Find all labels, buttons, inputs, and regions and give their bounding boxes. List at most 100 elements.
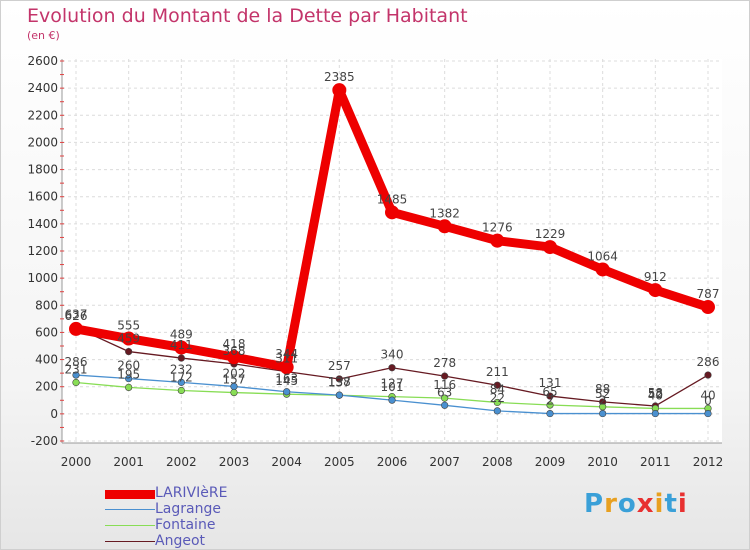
data-label: 157 xyxy=(223,373,246,387)
data-point-larivire xyxy=(69,321,83,336)
data-label: 116 xyxy=(433,378,456,392)
y-tick-label: 1200 xyxy=(27,244,58,258)
data-label: 101 xyxy=(381,380,404,394)
y-tick-label: 2400 xyxy=(27,81,58,95)
data-point-lagrange xyxy=(72,371,80,379)
data-point-fontaine xyxy=(72,378,80,387)
data-label: 912 xyxy=(644,270,667,284)
data-point-lagrange xyxy=(283,388,291,396)
data-label: 127 xyxy=(381,377,404,391)
data-label: 52 xyxy=(595,387,610,401)
data-label: 344 xyxy=(275,347,298,361)
data-label: 1229 xyxy=(535,227,566,241)
logo-letter: x xyxy=(636,489,655,519)
data-label: 232 xyxy=(170,362,193,376)
data-label: 2385 xyxy=(324,70,355,84)
legend-swatch-lariviere xyxy=(105,490,155,499)
logo-letter: o xyxy=(617,489,637,519)
y-tick-label: 1800 xyxy=(27,163,58,177)
legend-swatch-angeot xyxy=(105,541,155,542)
data-point-lagrange xyxy=(546,409,554,418)
chart-subtitle: (en €) xyxy=(27,29,60,42)
data-label: 340 xyxy=(381,348,404,362)
data-point-lagrange xyxy=(704,409,712,418)
data-point-angeot xyxy=(177,354,185,362)
data-label: 195 xyxy=(117,367,140,381)
data-point-larivire xyxy=(648,283,663,298)
x-tick-label: 2008 xyxy=(482,455,513,469)
data-point-larivire xyxy=(701,300,715,315)
grid-layer xyxy=(62,59,722,443)
data-point-angeot xyxy=(546,392,554,400)
proxiti-logo: Proxiti xyxy=(584,489,688,519)
logo-letter: t xyxy=(664,489,678,519)
data-point-larivire xyxy=(385,205,399,220)
data-label: 368 xyxy=(223,344,246,358)
data-label: 411 xyxy=(170,338,193,352)
logo-letter: r xyxy=(604,489,618,519)
data-point-angeot xyxy=(388,364,396,372)
logo-letter: i xyxy=(677,489,688,519)
data-label: 2 xyxy=(546,394,554,408)
data-point-angeot xyxy=(493,381,501,389)
data-point-fontaine xyxy=(230,388,238,397)
data-point-angeot xyxy=(704,371,712,379)
x-tick-label: 2012 xyxy=(693,455,724,469)
data-point-larivire xyxy=(595,262,610,277)
data-label: 52 xyxy=(648,387,663,401)
data-label: 2 xyxy=(599,394,607,408)
data-label: 418 xyxy=(223,337,246,351)
y-tick-label: 1600 xyxy=(27,190,58,204)
data-label: 145 xyxy=(275,374,298,388)
data-point-lagrange xyxy=(177,378,185,386)
data-label: 84 xyxy=(490,382,505,396)
y-tick-label: 800 xyxy=(35,298,58,312)
data-label: 63 xyxy=(437,385,452,399)
data-point-lagrange xyxy=(599,409,607,418)
y-tick-label: 200 xyxy=(35,380,58,394)
data-label: 311 xyxy=(275,352,298,366)
y-tick-label: 400 xyxy=(35,353,58,367)
data-label: 65 xyxy=(542,385,557,399)
data-label: 787 xyxy=(697,287,720,301)
data-label: 257 xyxy=(328,359,351,373)
data-point-lagrange xyxy=(441,401,449,409)
data-label: 211 xyxy=(486,365,509,379)
y-tick-label: 2000 xyxy=(27,135,58,149)
y-tick-label: -200 xyxy=(31,434,58,448)
y-tick-label: 0 xyxy=(50,407,58,421)
x-tick-label: 2006 xyxy=(377,455,408,469)
data-label: 231 xyxy=(65,363,88,377)
x-tick-label: 2002 xyxy=(166,455,197,469)
data-label: 489 xyxy=(170,327,193,341)
data-label: 1064 xyxy=(587,249,618,263)
data-point-lagrange xyxy=(493,407,501,415)
series-layer xyxy=(69,83,715,418)
data-point-lagrange xyxy=(230,382,238,391)
legend-label-lagrange: Lagrange xyxy=(155,501,221,517)
axis-layer: -200020040060080010001200140016001800200… xyxy=(27,54,723,469)
data-point-larivire xyxy=(490,233,505,248)
data-label: 22 xyxy=(490,391,505,405)
data-label: 278 xyxy=(433,356,456,370)
x-tick-label: 2009 xyxy=(535,455,566,469)
data-point-fontaine xyxy=(125,383,133,391)
legend-label-angeot: Angeot xyxy=(155,533,206,549)
x-tick-label: 2003 xyxy=(219,455,250,469)
data-label: 626 xyxy=(65,309,88,323)
y-tick-label: 1400 xyxy=(27,217,58,231)
data-point-lagrange xyxy=(651,409,659,418)
data-point-larivire xyxy=(121,331,136,346)
data-point-fontaine xyxy=(493,398,501,407)
data-point-fontaine xyxy=(546,401,554,409)
legend-swatch-lagrange xyxy=(105,509,155,510)
data-point-angeot xyxy=(335,375,343,383)
data-point-larivire xyxy=(437,219,452,234)
data-point-larivire xyxy=(279,360,294,375)
chart-title: Evolution du Montant de la Dette par Hab… xyxy=(27,5,468,27)
x-tick-label: 2001 xyxy=(113,455,144,469)
data-label: 1485 xyxy=(377,192,408,206)
data-point-larivire xyxy=(332,83,347,98)
